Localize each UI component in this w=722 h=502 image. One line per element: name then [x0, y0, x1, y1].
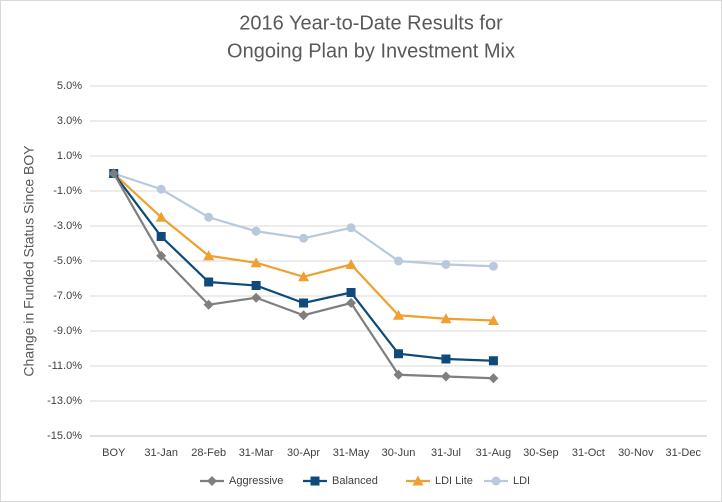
marker	[299, 233, 309, 243]
y-tick-label: -15.0%	[47, 430, 82, 442]
legend-label: LDI	[513, 475, 530, 487]
legend-marker	[412, 475, 424, 486]
chart-title: 2016 Year-to-Date Results for	[239, 12, 503, 34]
marker	[345, 259, 357, 269]
marker	[440, 371, 451, 382]
marker	[251, 292, 262, 303]
legend-marker	[491, 476, 501, 486]
legend-label: Balanced	[332, 475, 378, 487]
marker	[203, 299, 214, 310]
y-tick-label: -11.0%	[48, 360, 82, 372]
y-tick-label: -7.0%	[53, 290, 82, 302]
marker	[393, 309, 404, 320]
x-tick-label: 31-May	[333, 447, 370, 459]
x-tick-label: 28-Feb	[191, 447, 226, 459]
marker	[394, 256, 403, 266]
marker	[204, 277, 214, 287]
marker	[488, 261, 498, 271]
x-tick-label: 30-Nov	[618, 447, 654, 459]
y-tick-label: -1.0%	[53, 185, 82, 197]
marker	[156, 184, 166, 194]
legend-marker	[310, 476, 320, 486]
legend-label: Aggressive	[229, 475, 283, 487]
marker	[440, 313, 452, 324]
y-tick-label: -13.0%	[47, 395, 82, 407]
marker	[155, 211, 167, 222]
marker	[441, 354, 451, 364]
x-tick-label: 31-Aug	[476, 447, 511, 459]
marker	[393, 369, 404, 380]
x-tick-label: 31-Mar	[239, 447, 274, 459]
x-tick-label: 31-Jul	[431, 447, 461, 459]
marker	[203, 250, 215, 261]
marker	[156, 250, 167, 261]
marker	[346, 298, 357, 308]
x-tick-label: 30-Sep	[523, 447, 558, 459]
marker	[441, 260, 451, 269]
marker	[108, 168, 119, 179]
chart-title: Ongoing Plan by Investment Mix	[227, 40, 515, 62]
marker	[298, 310, 309, 321]
x-tick-label: BOY	[102, 447, 126, 459]
x-tick-label: 31-Oct	[572, 447, 605, 459]
marker	[299, 298, 309, 308]
marker	[298, 271, 310, 282]
legend-label: LDI Lite	[435, 475, 473, 487]
y-tick-label: 3.0%	[57, 115, 82, 127]
marker	[156, 232, 166, 241]
y-tick-label: -9.0%	[53, 325, 82, 337]
y-tick-label: -3.0%	[53, 220, 82, 232]
marker	[346, 223, 356, 233]
x-tick-label: 31-Jan	[144, 447, 178, 459]
x-tick-label: 30-Apr	[287, 447, 320, 459]
marker	[487, 315, 499, 325]
marker	[346, 288, 356, 297]
y-tick-label: -5.0%	[53, 255, 82, 267]
marker	[251, 226, 261, 236]
y-tick-label: 1.0%	[57, 150, 82, 162]
marker	[251, 281, 261, 290]
legend-marker	[207, 476, 217, 486]
y-axis-label: Change in Funded Status Since BOY	[21, 145, 37, 377]
marker	[394, 349, 403, 359]
marker	[250, 257, 262, 268]
marker	[204, 212, 214, 222]
x-tick-label: 31-Dec	[666, 447, 702, 459]
y-tick-label: 5.0%	[57, 80, 82, 92]
x-tick-label: 30-Jun	[382, 447, 416, 459]
marker	[488, 373, 499, 384]
marker	[488, 356, 498, 366]
